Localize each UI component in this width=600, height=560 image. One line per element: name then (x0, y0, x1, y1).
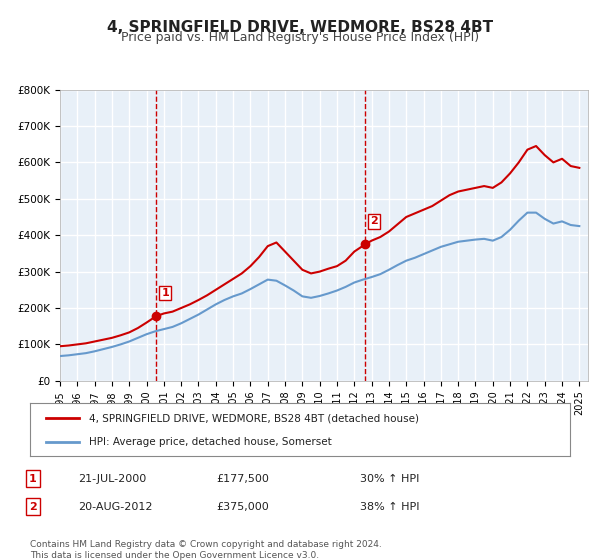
Text: £375,000: £375,000 (216, 502, 269, 512)
Text: 2: 2 (370, 216, 378, 226)
Text: 38% ↑ HPI: 38% ↑ HPI (360, 502, 419, 512)
Text: 30% ↑ HPI: 30% ↑ HPI (360, 474, 419, 484)
Text: 2: 2 (29, 502, 37, 512)
Text: 1: 1 (161, 288, 169, 298)
Text: Contains HM Land Registry data © Crown copyright and database right 2024.
This d: Contains HM Land Registry data © Crown c… (30, 540, 382, 560)
Text: Price paid vs. HM Land Registry's House Price Index (HPI): Price paid vs. HM Land Registry's House … (121, 31, 479, 44)
Text: 20-AUG-2012: 20-AUG-2012 (78, 502, 152, 512)
Text: £177,500: £177,500 (216, 474, 269, 484)
Text: HPI: Average price, detached house, Somerset: HPI: Average price, detached house, Some… (89, 436, 332, 446)
Text: 21-JUL-2000: 21-JUL-2000 (78, 474, 146, 484)
Text: 4, SPRINGFIELD DRIVE, WEDMORE, BS28 4BT: 4, SPRINGFIELD DRIVE, WEDMORE, BS28 4BT (107, 20, 493, 35)
Text: 4, SPRINGFIELD DRIVE, WEDMORE, BS28 4BT (detached house): 4, SPRINGFIELD DRIVE, WEDMORE, BS28 4BT … (89, 413, 419, 423)
Text: 1: 1 (29, 474, 37, 484)
